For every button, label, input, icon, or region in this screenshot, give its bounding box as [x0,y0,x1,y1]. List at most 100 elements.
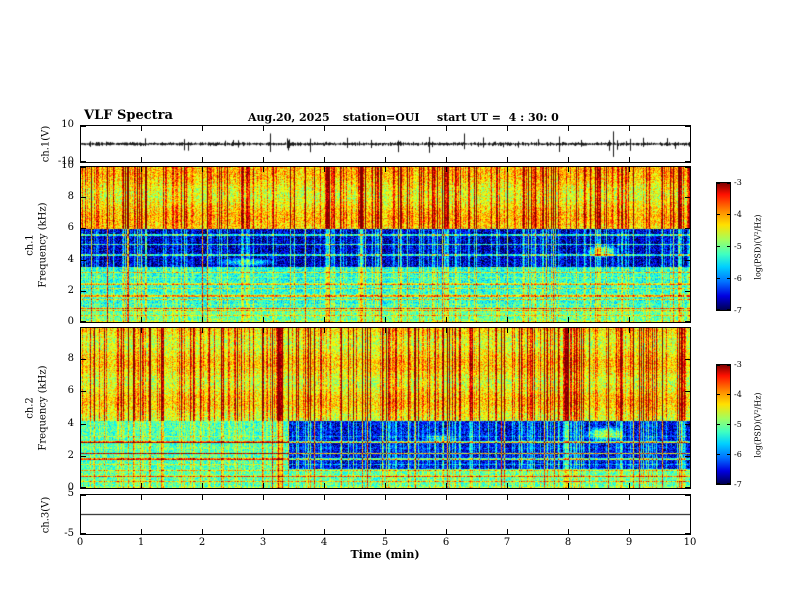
tick-label: 10 [683,537,697,548]
tick-mark [81,533,86,534]
ch1-channel-label: ch.1 [24,233,36,256]
tick-mark [202,529,203,534]
colorbar-ch2-label: log(PSD)(V²/Hz) [753,391,763,458]
tick-label: -7 [734,480,742,489]
tick-mark [81,197,86,199]
tick-mark [81,391,86,393]
tick-label: -6 [734,450,742,459]
tick-mark [446,126,447,131]
tick-mark [80,317,81,322]
tick-mark [507,529,508,534]
tick-label: 2 [198,537,206,548]
tick-mark [81,290,86,292]
tick-mark [202,126,203,131]
tick-mark [385,495,386,500]
ch3-waveform-plot [81,495,690,534]
ch1-spectrogram-panel [80,166,691,323]
tick-mark [629,483,630,488]
tick-mark [717,394,720,395]
tick-label: 5 [381,537,389,548]
tick-mark [324,157,325,162]
tick-label: 8 [564,537,572,548]
date-label: Aug.20, 2025 [248,111,330,124]
figure-title: VLF Spectra [84,108,173,123]
tick-mark [685,391,690,393]
tick-mark [727,183,730,184]
tick-mark [263,317,264,322]
tick-mark [717,278,720,279]
tick-mark [629,157,630,162]
tick-mark [263,328,264,333]
tick-label: -5 [64,528,74,539]
start-ut-label: start UT = 4 : 30: 0 [437,111,559,124]
tick-mark [446,317,447,322]
tick-mark [446,483,447,488]
tick-mark [81,167,86,168]
tick-mark [81,321,86,322]
ch2-channel-label: ch.2 [24,397,36,419]
tick-mark [80,126,81,131]
tick-mark [263,167,264,172]
tick-mark [507,167,508,172]
ch1-waveform-plot [81,126,690,162]
tick-mark [385,167,386,172]
tick-mark [80,157,81,162]
tick-label: 4 [67,253,74,265]
tick-mark [324,328,325,333]
tick-mark [202,157,203,162]
tick-mark [685,359,690,361]
colorbar-ch1-label: log(PSD)(V²/Hz) [753,213,763,280]
tick-mark [202,483,203,488]
ch2-frequency-axis-label: Frequency (kHz) [37,365,49,451]
tick-mark [80,328,81,333]
tick-mark [629,317,630,322]
tick-mark [385,483,386,488]
tick-label: -6 [734,274,742,283]
tick-mark [81,126,86,127]
tick-mark [690,328,691,333]
tick-label: -5 [734,420,742,429]
tick-mark [446,328,447,333]
tick-mark [568,167,569,172]
tick-mark [717,483,720,484]
tick-mark [507,483,508,488]
tick-mark [80,529,81,534]
tick-mark [141,157,142,162]
tick-mark [690,126,691,131]
tick-label: 10 [61,119,74,130]
tick-mark [324,529,325,534]
tick-mark [81,359,86,361]
tick-mark [263,495,264,500]
tick-mark [727,424,730,425]
tick-label: -3 [734,178,742,187]
tick-mark [263,483,264,488]
tick-mark [263,529,264,534]
tick-mark [685,495,690,496]
tick-mark [568,157,569,162]
tick-mark [385,328,386,333]
tick-mark [81,487,86,488]
tick-mark [685,321,690,322]
tick-mark [717,424,720,425]
tick-label: 2 [67,284,74,296]
tick-label: -5 [734,242,742,251]
tick-mark [507,157,508,162]
tick-label: 10 [61,160,74,171]
tick-mark [717,454,720,455]
ch1-frequency-axis-label: Frequency (kHz) [37,201,49,288]
tick-mark [385,317,386,322]
tick-mark [690,157,691,162]
tick-mark [202,495,203,500]
tick-label: 3 [259,537,267,548]
tick-label: -3 [734,360,742,369]
tick-mark [324,317,325,322]
tick-mark [685,161,690,162]
tick-mark [690,167,691,172]
tick-mark [685,487,690,488]
tick-mark [727,246,730,247]
tick-mark [263,126,264,131]
tick-mark [685,228,690,230]
tick-label: -10 [57,156,74,167]
tick-mark [568,328,569,333]
